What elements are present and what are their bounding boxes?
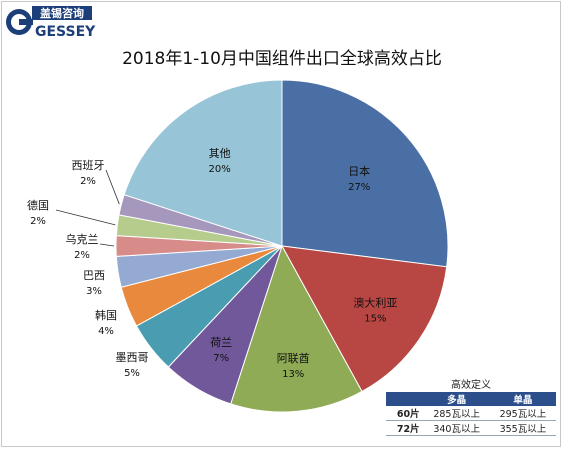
pie-slice bbox=[230, 244, 363, 413]
table-row: 60片 285瓦以上 295瓦以上 bbox=[386, 406, 556, 421]
pie-slices bbox=[115, 79, 449, 413]
pie-slice bbox=[281, 245, 448, 393]
slice-percent: 15% bbox=[364, 313, 386, 324]
slice-percent: 5% bbox=[124, 368, 140, 379]
logo-cn-text: 盖锡咨询 bbox=[40, 6, 84, 20]
slice-percent: 3% bbox=[86, 286, 102, 297]
slice-percent: 2% bbox=[74, 250, 90, 261]
row-label: 72片 bbox=[386, 420, 424, 436]
definition-table: 多晶 单晶 60片 285瓦以上 295瓦以上 72片 340瓦以上 355瓦以… bbox=[386, 392, 556, 436]
pie-slice bbox=[123, 79, 283, 247]
slice-percent: 2% bbox=[30, 216, 46, 227]
slice-label: 墨西哥 bbox=[116, 351, 149, 364]
slice-percent: 4% bbox=[98, 326, 114, 337]
definition-header-blank bbox=[386, 392, 424, 406]
slice-label: 荷兰 bbox=[210, 336, 232, 349]
slice-label: 阿联酋 bbox=[277, 351, 310, 365]
leader-line bbox=[99, 243, 115, 247]
slice-labels: 日本 27% 澳大利亚 15% 阿联酋 13% 荷兰 7% 墨西哥 5% 韩国 4% 巴西 3% 乌克兰 2%… bbox=[27, 147, 397, 380]
row-label: 60片 bbox=[386, 406, 424, 421]
slice-label: 日本 bbox=[348, 164, 370, 178]
pie-slice bbox=[281, 79, 449, 268]
slice-label: 韩国 bbox=[95, 308, 117, 322]
slice-percent: 13% bbox=[282, 369, 304, 380]
chart-title: 2018年1-10月中国组件出口全球高效占比 bbox=[122, 49, 442, 69]
slice-label: 其他 bbox=[209, 147, 231, 160]
efficiency-definition: 高效定义 多晶 单晶 60片 285瓦以上 295瓦以上 72片 340瓦以上 … bbox=[386, 376, 556, 436]
poly-threshold: 340瓦以上 bbox=[423, 420, 490, 436]
definition-header-mono: 单晶 bbox=[489, 392, 556, 406]
slice-percent: 20% bbox=[208, 164, 230, 175]
leader-line bbox=[55, 209, 116, 226]
slice-label: 西班牙 bbox=[72, 159, 105, 172]
slice-label: 巴西 bbox=[83, 269, 105, 282]
slice-percent: 27% bbox=[348, 182, 370, 193]
definition-header-poly: 多晶 bbox=[423, 392, 490, 406]
mono-threshold: 295瓦以上 bbox=[489, 406, 556, 421]
slice-label: 乌克兰 bbox=[66, 232, 99, 246]
gessey-logo: 盖锡咨询 GESSEY bbox=[4, 3, 96, 41]
poly-threshold: 285瓦以上 bbox=[423, 406, 490, 421]
logo-en-text: GESSEY bbox=[35, 24, 96, 40]
slice-percent: 2% bbox=[80, 176, 96, 187]
leader-line bbox=[105, 169, 120, 205]
leader-lines bbox=[55, 169, 120, 247]
slice-label: 德国 bbox=[27, 198, 49, 212]
mono-threshold: 355瓦以上 bbox=[489, 420, 556, 436]
slice-percent: 7% bbox=[213, 353, 229, 364]
definition-title: 高效定义 bbox=[451, 380, 491, 391]
slice-label: 澳大利亚 bbox=[353, 295, 397, 309]
definition-header-row: 多晶 单晶 bbox=[386, 392, 556, 406]
table-row: 72片 340瓦以上 355瓦以上 bbox=[386, 420, 556, 436]
